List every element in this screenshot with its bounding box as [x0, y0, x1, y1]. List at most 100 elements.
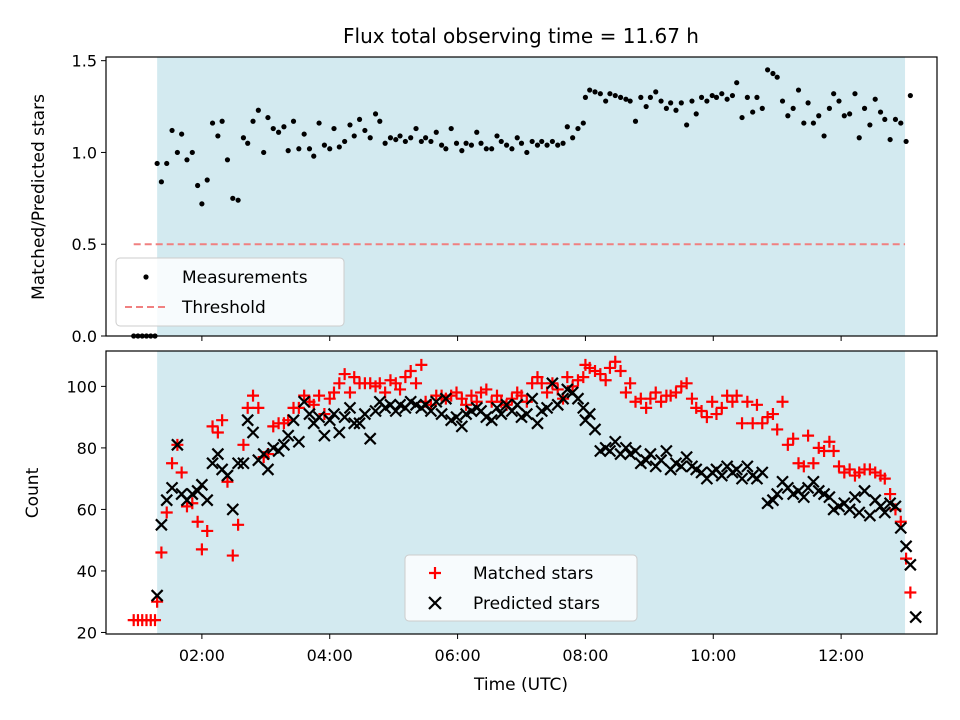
measurement-point	[750, 109, 756, 115]
matched-star-point	[247, 389, 260, 402]
matched-star-point	[232, 518, 245, 531]
matched-star-point	[292, 401, 305, 414]
measurement-point	[336, 144, 342, 150]
matched-star-point	[823, 435, 836, 448]
predicted-star-point	[171, 438, 184, 452]
predicted-star-point	[858, 484, 871, 498]
bottom-x-tick-label: 02:00	[179, 646, 225, 665]
matched-star-point	[619, 386, 632, 399]
predicted-star-point	[343, 401, 357, 415]
measurement-point	[204, 177, 210, 183]
top-panel: 0.0 0.5 1.0 1.5 Matched/Predicted stars Mea…	[29, 52, 938, 346]
measurement-point	[653, 89, 659, 95]
predicted-star-point	[629, 444, 642, 458]
measurement-point	[570, 135, 576, 141]
measurement-points	[131, 67, 913, 339]
measurement-point	[704, 98, 710, 104]
predicted-star-point	[246, 426, 260, 439]
measurement-point	[560, 140, 566, 146]
matched-star-point	[455, 392, 468, 405]
matched-star-point	[520, 395, 533, 408]
measurement-point	[555, 142, 561, 148]
measurement-point	[856, 135, 862, 141]
matched-star-point	[603, 361, 616, 374]
predicted-star-point	[608, 435, 622, 449]
legend-measurements-marker	[143, 274, 149, 280]
predicted-star-point	[200, 493, 214, 507]
measurement-point	[607, 91, 613, 97]
predicted-star-point	[327, 407, 341, 421]
measurement-point	[387, 135, 394, 141]
measurement-point	[498, 138, 504, 145]
measurement-point	[658, 98, 664, 104]
measurement-point	[582, 94, 589, 100]
predicted-star-point	[490, 401, 504, 415]
measurement-point	[209, 120, 216, 126]
predicted-star-point	[292, 435, 306, 449]
matched-star-point	[155, 546, 168, 559]
legend-measurements-label: Measurements	[182, 268, 308, 288]
bottom-x-tick-label: 10:00	[690, 646, 736, 665]
legend-matched-label: Matched stars	[473, 564, 593, 584]
measurement-point	[478, 140, 484, 146]
predicted-star-point	[389, 404, 403, 418]
measurement-point	[463, 140, 469, 146]
matched-star-point	[878, 472, 891, 485]
measurement-point	[275, 129, 282, 135]
measurement-point	[342, 138, 348, 145]
measurement-point	[418, 138, 424, 145]
matched-star-point	[900, 552, 913, 565]
measurement-point	[612, 92, 618, 99]
measurement-point	[362, 127, 368, 134]
predicted-star-point	[455, 420, 469, 433]
matched-star-point	[894, 515, 907, 528]
measurement-point	[668, 100, 674, 106]
measurement-point	[693, 111, 699, 117]
matched-star-point	[151, 595, 164, 608]
measurement-point	[544, 142, 550, 148]
predicted-star-point	[654, 453, 668, 467]
matched-star-point	[450, 386, 463, 399]
bottom-y-tick-label: 20	[77, 623, 97, 642]
measurement-point	[448, 125, 454, 132]
predicted-star-point	[241, 413, 254, 427]
measurement-point	[402, 138, 408, 145]
measurement-point	[539, 138, 545, 145]
measurement-point	[841, 113, 847, 119]
predicted-star-point	[644, 447, 657, 461]
matched-star-point	[201, 524, 214, 537]
matched-star-point	[535, 377, 548, 390]
matched-star-point	[318, 408, 331, 421]
predicted-star-point	[556, 392, 570, 405]
measurement-point	[245, 140, 251, 146]
matched-star-point	[348, 371, 361, 384]
predicted-star-point	[894, 521, 908, 535]
predicted-star-point	[439, 392, 453, 405]
predicted-star-point	[226, 503, 240, 516]
bottom-y-axis-label: Count	[23, 467, 43, 518]
matched-star-point	[730, 389, 743, 402]
predicted-star-point	[660, 444, 673, 458]
matched-star-point	[741, 395, 754, 408]
measurement-point	[852, 91, 858, 97]
predicted-star-point	[909, 610, 922, 624]
measurement-point	[408, 135, 414, 141]
measurement-point	[597, 91, 603, 97]
measurement-point	[673, 107, 679, 113]
matched-star-point	[561, 371, 574, 384]
matched-star-point	[843, 463, 856, 476]
measurement-point	[169, 127, 175, 134]
matched-star-point	[771, 423, 784, 436]
measurement-point	[580, 120, 586, 126]
matched-star-point	[766, 408, 779, 421]
measurement-point	[678, 100, 684, 106]
matched-star-point	[710, 408, 723, 421]
measurement-point	[195, 182, 201, 189]
matched-star-point	[298, 389, 311, 402]
measurement-point	[759, 105, 765, 111]
predicted-star-point	[358, 407, 372, 421]
measurement-point	[826, 105, 832, 111]
predicted-star-point	[435, 407, 448, 421]
measurement-point	[261, 149, 267, 156]
matched-star-point	[726, 395, 739, 408]
